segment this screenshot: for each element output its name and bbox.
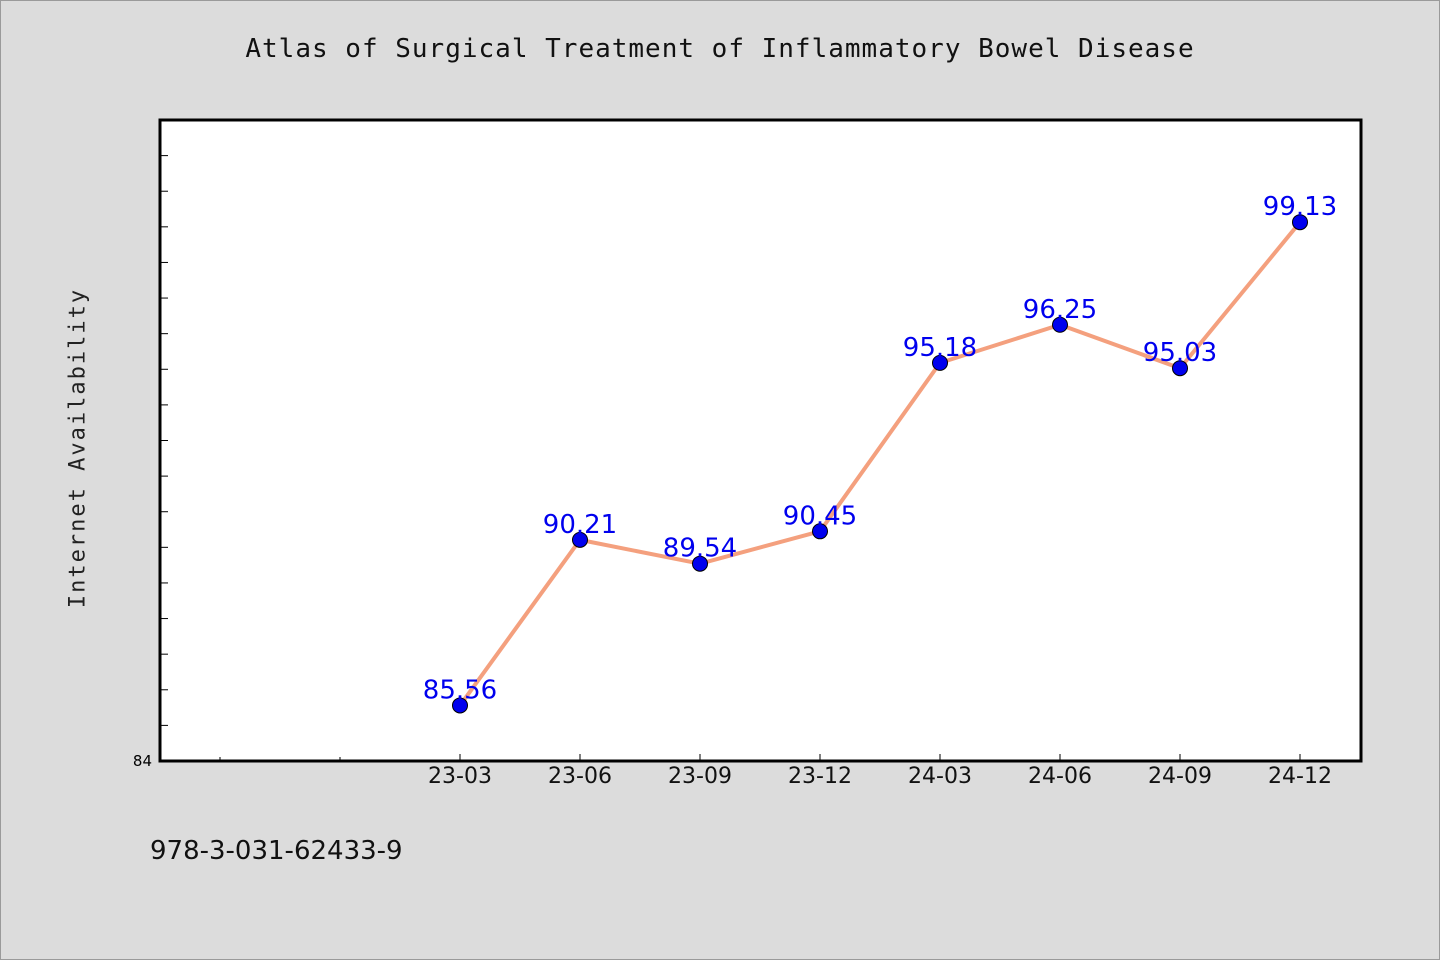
x-axis-ticks: 23-03 23-06 23-09 23-12 24-03 24-06 24-09 24-12 bbox=[219, 754, 1332, 789]
y-axis-ticks: 84 bbox=[133, 155, 168, 770]
plot-area bbox=[158, 118, 1363, 763]
data-label: 95.18 bbox=[903, 333, 977, 363]
y-tick-label: 84 bbox=[133, 752, 152, 770]
data-point bbox=[1292, 214, 1308, 231]
x-tick-label: 23-03 bbox=[428, 764, 492, 789]
data-point bbox=[452, 697, 468, 714]
data-point bbox=[932, 354, 948, 371]
data-point bbox=[1172, 360, 1188, 377]
series-line bbox=[458, 220, 1302, 708]
data-label: 85.56 bbox=[423, 675, 497, 705]
x-tick-label: 24-03 bbox=[908, 764, 972, 789]
chart-title: Atlas of Surgical Treatment of Inflammat… bbox=[245, 34, 1195, 64]
data-markers bbox=[452, 214, 1308, 714]
data-point bbox=[572, 531, 588, 548]
data-label: 95.03 bbox=[1143, 338, 1217, 368]
data-point bbox=[692, 555, 708, 572]
data-point bbox=[812, 523, 828, 540]
data-labels: 85.56 90.21 89.54 90.45 95.18 96.25 95.03 99.13 bbox=[423, 192, 1337, 705]
data-label: 90.45 bbox=[783, 501, 857, 531]
data-label: 90.21 bbox=[543, 510, 617, 540]
x-tick-label: 23-09 bbox=[668, 764, 732, 789]
x-tick-label: 24-09 bbox=[1148, 764, 1212, 789]
x-tick-label: 24-06 bbox=[1028, 764, 1092, 789]
footer-code: 978-3-031-62433-9 bbox=[150, 836, 403, 866]
data-point bbox=[1052, 316, 1068, 333]
data-label: 96.25 bbox=[1023, 295, 1097, 325]
data-label: 89.54 bbox=[663, 534, 737, 564]
data-label: 99.13 bbox=[1263, 192, 1337, 222]
x-tick-label: 23-06 bbox=[548, 764, 612, 789]
x-tick-label: 23-12 bbox=[788, 764, 852, 789]
x-tick-label: 24-12 bbox=[1268, 764, 1332, 789]
